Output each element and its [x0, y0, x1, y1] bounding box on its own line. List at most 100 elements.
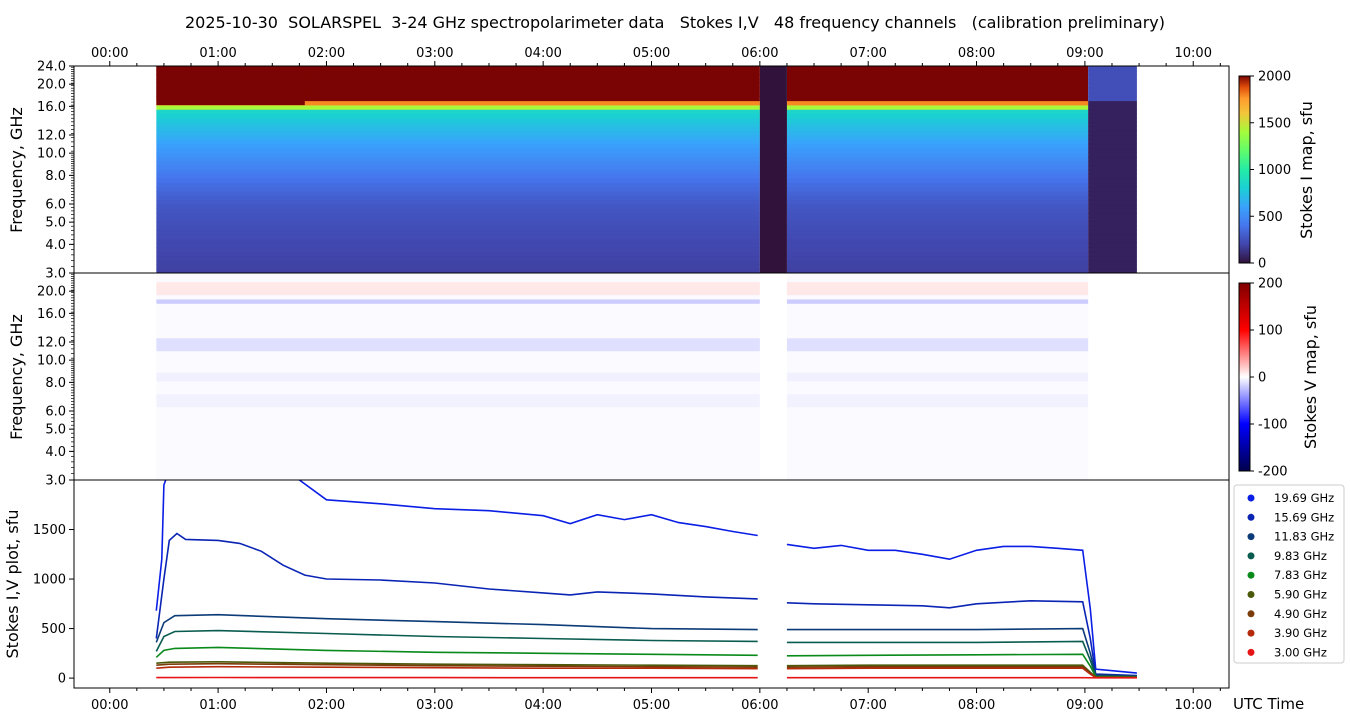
stokes-i-channel-band — [786, 204, 1089, 209]
stokes-v-channel-band — [156, 354, 760, 360]
legend-marker — [1247, 513, 1255, 521]
stokes-i-channel-band — [786, 83, 1089, 89]
stokes-v-channel-band — [156, 376, 760, 382]
stokes-i-channel-band — [156, 255, 760, 261]
stokes-v-channel-band — [786, 346, 1089, 352]
stokes-v-channel-band — [156, 285, 760, 291]
stokes-i-channel-band — [156, 191, 760, 196]
stokes-v-channel-band — [156, 380, 760, 386]
stokes-i-post-band — [1088, 130, 1137, 136]
stokes-i-channel-band — [786, 260, 1089, 265]
legend-label: 9.83 GHz — [1274, 549, 1327, 563]
stokes-i-channel-band — [786, 109, 1089, 115]
stokes-i-post-band — [1088, 268, 1137, 273]
stokes-v-channel-band — [786, 363, 1089, 369]
stokes-v-channel-band — [786, 398, 1089, 403]
stokes-v-colorbar-tick-label: 200 — [1258, 277, 1283, 292]
axes-ticks: 00:00 00:00 01:00 01:00 02:00 02:00 03:00 03:00… — [33, 46, 1221, 713]
stokes-v-channel-band — [786, 406, 1089, 412]
stokes-i-channel-band — [786, 221, 1089, 227]
stokes-v-channel-band — [156, 342, 760, 347]
legend-marker — [1247, 494, 1255, 502]
legend-marker — [1247, 629, 1255, 637]
stokes-i-freq-tick-label: 20.0 — [37, 78, 66, 93]
stokes-v-channel-band — [786, 273, 1089, 278]
stokes-v-channel-band — [786, 454, 1089, 460]
bottom-time-tick-label: 03:00 — [416, 698, 453, 713]
top-time-tick-label: 10:00 — [1175, 46, 1212, 61]
figure-title: 2025-10-30 SOLARSPEL 3-24 GHz spectropol… — [185, 13, 1165, 32]
legend: 19.69 GHz 15.69 GHz 11.83 GHz 9.83 GHz 7.83 … — [1233, 484, 1345, 664]
stokes-i-channel-band — [156, 126, 760, 132]
stokes-v-channel-band — [156, 298, 760, 304]
stokes-i-channel-band — [156, 165, 760, 171]
stokes-v-channel-band — [786, 411, 1089, 416]
stokes-v-channel-band — [786, 350, 1089, 356]
stokes-i-post-band — [1088, 208, 1137, 214]
stokes-v-channel-band — [156, 471, 760, 477]
stokes-i-channel-band — [786, 225, 1089, 231]
stokes-v-channel-band — [786, 415, 1089, 421]
stokes-i-channel-band — [156, 91, 760, 97]
top-time-tick-label: 06:00 — [741, 46, 778, 61]
stokes-i-post-band — [1088, 212, 1137, 218]
stokes-i-channel-band — [786, 251, 1089, 257]
stokes-v-channel-band — [786, 329, 1089, 334]
stokes-v-channel-band — [156, 307, 760, 313]
stokes-i-channel-band — [156, 169, 760, 175]
stokes-i-channel-band — [786, 126, 1089, 132]
stokes-i-post-band — [1088, 186, 1137, 192]
stokes-i-y-axis-label: Frequency, GHz — [7, 107, 26, 233]
legend-marker — [1247, 648, 1255, 656]
stokes-i-post-band — [1088, 87, 1137, 93]
stokes-i-channel-band — [156, 160, 760, 166]
stokes-i-channel-band — [156, 139, 760, 145]
stokes-iv-tick-label: 1000 — [33, 573, 66, 588]
stokes-iv-tick-label: 0 — [58, 672, 66, 687]
stokes-v-channel-band — [786, 294, 1089, 300]
stokes-i-channel-band — [156, 182, 760, 188]
stokes-v-channel-band — [786, 445, 1089, 451]
stokes-v-channel-band — [156, 303, 760, 309]
stokes-v-channel-band — [156, 273, 760, 278]
stokes-i-post-band — [1088, 247, 1137, 253]
stokes-i-channel-band — [156, 208, 760, 214]
bottom-time-tick-label: 04:00 — [524, 698, 561, 713]
bottom-time-tick-label: 05:00 — [633, 698, 670, 713]
stokes-i-channel-band — [156, 156, 760, 162]
stokes-i-colorbar-tick-label: 500 — [1258, 210, 1283, 225]
stokes-i-channel-band — [786, 242, 1089, 248]
legend-label: 15.69 GHz — [1274, 510, 1334, 524]
stokes-v-channel-band — [786, 423, 1089, 429]
stokes-iv-tick-label: 1500 — [33, 523, 66, 538]
stokes-v-colorbar — [1238, 282, 1251, 472]
legend-label: 3.90 GHz — [1274, 626, 1327, 640]
stokes-i-channel-band — [786, 195, 1089, 201]
stokes-i-channel-band — [786, 165, 1089, 171]
series-19-69-GHz-line — [155, 480, 1137, 674]
stokes-v-channel-band — [786, 320, 1089, 326]
stokes-i-freq-tick-label: 6.0 — [45, 198, 66, 213]
stokes-i-channel-band — [156, 204, 760, 209]
stokes-i-channel-band — [786, 122, 1089, 127]
stokes-v-channel-band — [786, 467, 1089, 472]
legend-label: 7.83 GHz — [1274, 568, 1327, 582]
series-15-69-GHz-line — [155, 532, 1137, 677]
stokes-i-channel-band — [786, 70, 1089, 76]
stokes-v-channel-band — [786, 402, 1089, 408]
stokes-v-channel-band — [156, 393, 760, 399]
stokes-v-freq-tick-label: 6.0 — [45, 405, 66, 420]
stokes-v-channel-band — [156, 389, 760, 395]
stokes-v-channel-band — [786, 342, 1089, 347]
stokes-i-channel-band — [156, 147, 760, 153]
stokes-i-channel-band — [786, 91, 1089, 97]
colorbar-ticks: 0 500 1000 1500 2000 -200 -100 0 100 200 — [1250, 70, 1291, 480]
stokes-i-channel-band — [786, 169, 1089, 175]
top-time-tick-label: 08:00 — [958, 46, 995, 61]
stokes-i-channel-band — [156, 216, 760, 222]
stokes-v-channel-band — [786, 316, 1089, 322]
stokes-v-channel-band — [786, 307, 1089, 313]
stokes-i-post-band — [1088, 152, 1137, 158]
stokes-i-freq-tick-label: 8.0 — [45, 169, 66, 184]
stokes-i-post-band — [1088, 173, 1137, 179]
